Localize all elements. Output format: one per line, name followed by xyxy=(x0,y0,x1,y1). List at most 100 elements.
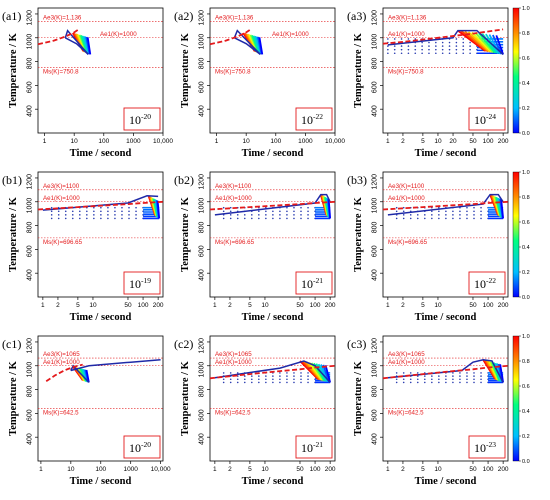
dot-mark xyxy=(438,206,440,209)
dot-mark xyxy=(414,52,417,55)
dot-mark xyxy=(407,48,410,51)
fraction-fan-line xyxy=(324,365,332,383)
y-tick-label: 1000 xyxy=(372,34,379,50)
dot-mark xyxy=(466,210,468,213)
y-axis-label: Temperature / K xyxy=(180,360,191,435)
dot-mark xyxy=(480,372,482,374)
panel-a2: (a2) 400 600 800 1000 1200 1 10 100 1000 10,000 Tim… xyxy=(174,7,345,159)
dot-mark xyxy=(462,41,465,44)
dot-mark xyxy=(428,52,430,55)
y-axis-label: Temperature / K xyxy=(353,32,364,107)
dot-mark xyxy=(114,206,116,209)
dot-mark xyxy=(293,372,295,374)
y-tick-label: 400 xyxy=(199,105,206,117)
y-axis-label: Temperature / K xyxy=(353,196,364,271)
dot-mark xyxy=(435,41,437,44)
y-tick-label: 1200 xyxy=(372,10,379,26)
dot-mark xyxy=(469,45,471,47)
x-axis-label: Time / second xyxy=(415,476,477,487)
dot-mark xyxy=(466,372,468,374)
dot-mark xyxy=(279,378,281,381)
dot-mark xyxy=(473,206,475,209)
x-tick-label: 100 xyxy=(98,138,109,145)
dot-mark xyxy=(307,206,309,209)
dot-mark xyxy=(452,214,454,216)
dot-mark xyxy=(100,206,102,209)
dot-mark xyxy=(100,214,102,216)
dot-mark xyxy=(114,214,116,216)
dot-mark xyxy=(78,210,81,213)
dot-mark xyxy=(455,52,458,55)
dot-mark xyxy=(459,217,461,220)
dot-mark xyxy=(293,206,295,209)
dot-mark xyxy=(265,378,267,381)
cooling-path xyxy=(387,193,504,216)
ms-label: Ms(K)=750.8 xyxy=(388,68,424,75)
cooling-path xyxy=(233,29,261,55)
dot-mark xyxy=(307,381,309,384)
x-tick-label: 2 xyxy=(56,302,60,309)
dot-mark xyxy=(229,214,232,216)
x-tick-label: 100 xyxy=(483,466,494,473)
dot-mark xyxy=(286,206,288,209)
dot-mark xyxy=(459,378,461,381)
dot-mark xyxy=(286,372,288,374)
y-tick-label: 600 xyxy=(372,81,379,93)
y-tick-label: 1000 xyxy=(27,362,34,378)
x-tick-label: 50 xyxy=(469,466,477,473)
ms-label: Ms(K)=642.5 xyxy=(43,409,79,416)
y-axis-label: Temperature / K xyxy=(180,196,191,271)
colorbar-tick-label: 0.6 xyxy=(522,384,530,390)
y-tick-label: 1200 xyxy=(199,174,206,190)
fraction-fan-line xyxy=(156,200,161,219)
y-tick-label: 800 xyxy=(199,57,206,69)
dot-mark xyxy=(258,214,260,216)
panel-a1: (a1) 400 600 800 1000 1200 1 10 100 1000 10,000 Tim… xyxy=(2,7,173,159)
panel-b1: (b1) 400 600 800 1000 1200 1 2 5 10 50 100 200 Time /… xyxy=(2,171,164,323)
x-tick-label: 1000 xyxy=(123,466,138,473)
x-tick-label: 10 xyxy=(434,302,442,309)
dot-mark xyxy=(414,38,417,40)
panel-label: (a3) xyxy=(347,9,366,23)
colorbar xyxy=(512,335,520,462)
dot-mark xyxy=(128,210,130,213)
dot-mark xyxy=(455,41,458,44)
x-tick-label: 50 xyxy=(296,466,304,473)
ae-dashed-curve xyxy=(382,28,504,45)
x-tick-label: 10 xyxy=(261,466,269,473)
dot-mark xyxy=(279,217,281,220)
dot-mark xyxy=(135,210,137,213)
dot-mark xyxy=(431,381,433,384)
ms-label: Ms(K)=750.8 xyxy=(43,68,79,75)
cooling-path xyxy=(387,359,504,383)
dot-mark xyxy=(307,217,309,220)
y-axis-label: Temperature / K xyxy=(8,32,19,107)
dot-mark xyxy=(473,375,475,377)
y-tick-label: 800 xyxy=(372,57,379,69)
x-tick-label: 1000 xyxy=(126,138,141,145)
fraction-fan-line xyxy=(317,363,328,382)
dot-mark xyxy=(300,375,302,377)
dot-mark xyxy=(452,375,454,377)
dot-mark xyxy=(438,210,440,213)
dot-mark xyxy=(236,378,239,381)
dot-mark xyxy=(466,378,468,381)
fraction-fan-line xyxy=(495,35,504,55)
colorbar-tick-label: 0.2 xyxy=(522,434,530,440)
dot-mark xyxy=(50,210,53,213)
y-tick-label: 1000 xyxy=(372,198,379,214)
x-tick-label: 1 xyxy=(215,138,219,145)
dot-mark xyxy=(452,372,454,374)
dot-mark xyxy=(435,48,437,51)
x-tick-label: 100 xyxy=(138,302,149,309)
dot-mark xyxy=(293,378,295,381)
x-tick-label: 10,000 xyxy=(153,138,173,145)
annotation-text: 10-22 xyxy=(474,276,496,291)
dot-mark xyxy=(469,48,471,51)
x-axis-label: Time / second xyxy=(415,312,477,323)
dot-mark xyxy=(222,381,225,384)
y-tick-label: 400 xyxy=(199,269,206,281)
y-tick-label: 1200 xyxy=(27,174,34,190)
y-tick-label: 400 xyxy=(372,433,379,445)
x-tick-label: 200 xyxy=(325,302,336,309)
